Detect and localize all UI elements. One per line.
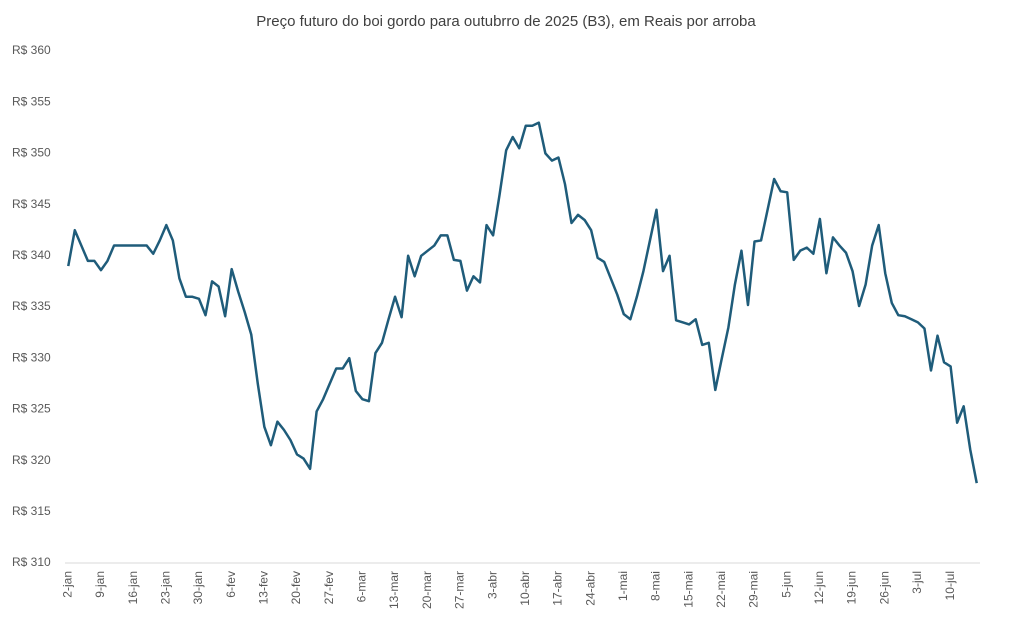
y-tick-label: R$ 340 xyxy=(12,248,51,262)
chart-title: Preço futuro do boi gordo para outubrro … xyxy=(256,13,756,30)
y-tick-label: R$ 330 xyxy=(12,350,51,364)
x-tick-label: 29-mai xyxy=(747,571,761,608)
x-tick-label: 8-mai xyxy=(649,571,663,601)
x-tick-label: 22-mai xyxy=(714,571,728,608)
y-tick-label: R$ 355 xyxy=(12,94,51,108)
x-tick-label: 15-mai xyxy=(681,571,695,608)
x-tick-label: 6-mar xyxy=(355,571,369,602)
x-tick-label: 3-jul xyxy=(910,571,924,594)
x-tick-label: 10-abr xyxy=(518,571,532,606)
x-tick-label: 20-fev xyxy=(289,571,303,604)
x-tick-label: 13-mar xyxy=(387,571,401,609)
y-tick-label: R$ 335 xyxy=(12,299,51,313)
x-tick-label: 17-abr xyxy=(551,571,565,606)
x-tick-label: 5-jun xyxy=(779,571,793,598)
x-tick-label: 30-jan xyxy=(191,571,205,604)
x-tick-label: 2-jan xyxy=(60,571,74,598)
x-tick-label: 27-mar xyxy=(453,571,467,609)
x-tick-label: 6-fev xyxy=(224,571,238,598)
y-tick-label: R$ 325 xyxy=(12,402,51,416)
x-tick-label: 12-jun xyxy=(812,571,826,604)
y-tick-label: R$ 350 xyxy=(12,146,51,160)
y-tick-label: R$ 320 xyxy=(12,453,51,467)
x-tick-label: 13-fev xyxy=(257,571,271,604)
y-tick-label: R$ 310 xyxy=(12,555,51,569)
y-tick-label: R$ 315 xyxy=(12,504,51,518)
x-tick-label: 10-jul xyxy=(943,571,957,600)
x-tick-label: 19-jun xyxy=(845,571,859,604)
x-tick-label: 20-mar xyxy=(420,571,434,609)
x-tick-label: 9-jan xyxy=(93,571,107,598)
y-tick-label: R$ 345 xyxy=(12,197,51,211)
x-tick-label: 1-mai xyxy=(616,571,630,601)
x-tick-label: 23-jan xyxy=(158,571,172,604)
x-tick-label: 24-abr xyxy=(583,571,597,606)
x-tick-label: 3-abr xyxy=(485,571,499,599)
y-tick-label: R$ 360 xyxy=(12,43,51,57)
x-tick-label: 27-fev xyxy=(322,571,336,604)
x-tick-label: 16-jan xyxy=(126,571,140,604)
line-series xyxy=(67,121,978,484)
x-tick-label: 26-jun xyxy=(877,571,891,604)
